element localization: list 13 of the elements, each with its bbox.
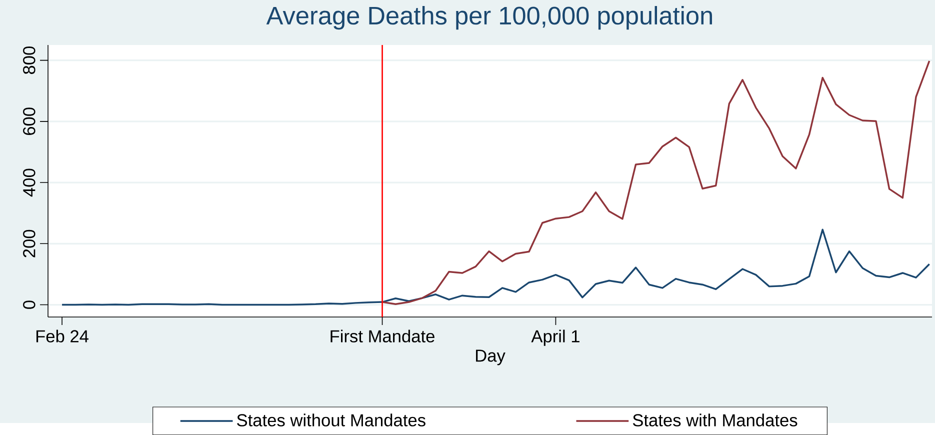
y-tick-label: 0 — [23, 300, 36, 309]
x-axis-title: Day — [476, 350, 506, 366]
legend-label: States with Mandates — [632, 414, 798, 426]
legend-label: States without Mandates — [237, 414, 426, 426]
x-tick-label: Feb 24 — [36, 330, 88, 342]
chart-title: Average Deaths per 100,000 population — [266, 6, 712, 30]
line-series — [381, 60, 930, 305]
x-tick-label: First Mandate — [330, 330, 434, 342]
y-tick-label: 200 — [23, 230, 36, 258]
y-tick-label: 800 — [23, 46, 36, 74]
y-tick-label: 600 — [23, 108, 36, 135]
x-tick-label: April 1 — [531, 330, 580, 346]
y-tick-label: 400 — [23, 168, 36, 197]
